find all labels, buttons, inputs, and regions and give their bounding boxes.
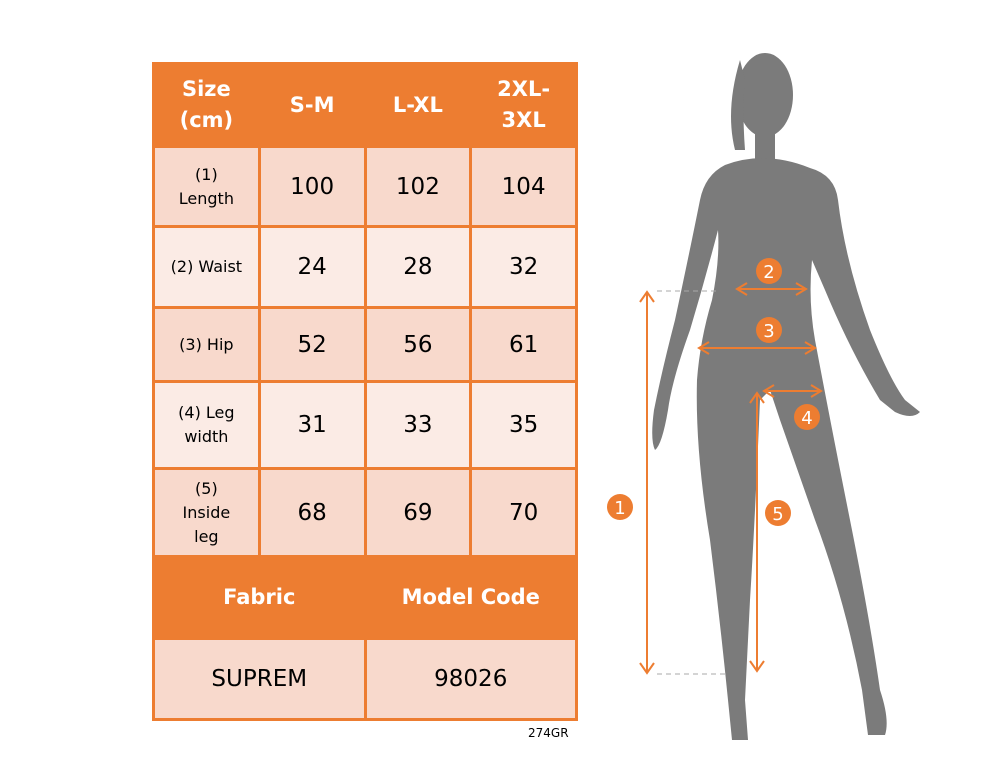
- fabric-value: SUPREM: [152, 637, 367, 721]
- marker-4-label: 4: [801, 408, 812, 429]
- marker-3-label: 3: [763, 321, 774, 342]
- row-label: (5) Inside leg: [152, 467, 261, 558]
- table-row: (3) Hip 52 56 61: [152, 306, 578, 383]
- marker-2: [756, 258, 782, 284]
- table-header-row: Size (cm) S-M L-XL 2XL-3XL: [152, 62, 578, 148]
- marker-2-label: 2: [763, 262, 774, 283]
- product-code: 274GR: [528, 726, 569, 740]
- fabric-header-row: Fabric Model Code: [152, 555, 578, 640]
- size-table: Size (cm) S-M L-XL 2XL-3XL (1) Length 10…: [152, 62, 578, 721]
- cell: 28: [363, 225, 473, 309]
- marker-4: [794, 404, 820, 430]
- row-label: (2) Waist: [152, 225, 261, 309]
- cell: 24: [257, 225, 367, 309]
- cell: 100: [257, 145, 367, 228]
- silhouette: [652, 53, 920, 740]
- cell: 33: [363, 380, 473, 470]
- cell: 32: [469, 225, 578, 309]
- guide-lines: [657, 290, 727, 675]
- cell: 52: [257, 306, 367, 383]
- table-row: (1) Length 100 102 104: [152, 145, 578, 228]
- cell: 102: [363, 145, 473, 228]
- measurement-arrows: [639, 282, 823, 675]
- marker-5: [765, 500, 791, 526]
- number-markers: [607, 258, 820, 526]
- table-row: (4) Leg width 31 33 35: [152, 380, 578, 470]
- header-cell: 2XL-3XL: [469, 62, 578, 148]
- header-cell: Size (cm): [152, 62, 261, 148]
- cell: 70: [469, 467, 578, 558]
- table-row: (2) Waist 24 28 32: [152, 225, 578, 309]
- model-code-value: 98026: [363, 637, 578, 721]
- body-silhouette-diagram: 1 2 3 4 5: [607, 53, 920, 740]
- fabric-row: SUPREM 98026: [152, 637, 578, 721]
- cell: 68: [257, 467, 367, 558]
- row-label: (1) Length: [152, 145, 261, 228]
- fabric-header: Fabric: [152, 555, 367, 640]
- table-row: (5) Inside leg 68 69 70: [152, 467, 578, 558]
- cell: 104: [469, 145, 578, 228]
- cell: 56: [363, 306, 473, 383]
- row-label: (4) Leg width: [152, 380, 261, 470]
- model-code-header: Model Code: [363, 555, 578, 640]
- header-cell: L-XL: [363, 62, 473, 148]
- cell: 61: [469, 306, 578, 383]
- marker-5-label: 5: [772, 504, 783, 525]
- cell: 31: [257, 380, 367, 470]
- cell: 69: [363, 467, 473, 558]
- marker-1: [607, 494, 633, 520]
- marker-3: [756, 317, 782, 343]
- marker-1-label: 1: [614, 498, 625, 519]
- header-cell: S-M: [257, 62, 367, 148]
- row-label: (3) Hip: [152, 306, 261, 383]
- cell: 35: [469, 380, 578, 470]
